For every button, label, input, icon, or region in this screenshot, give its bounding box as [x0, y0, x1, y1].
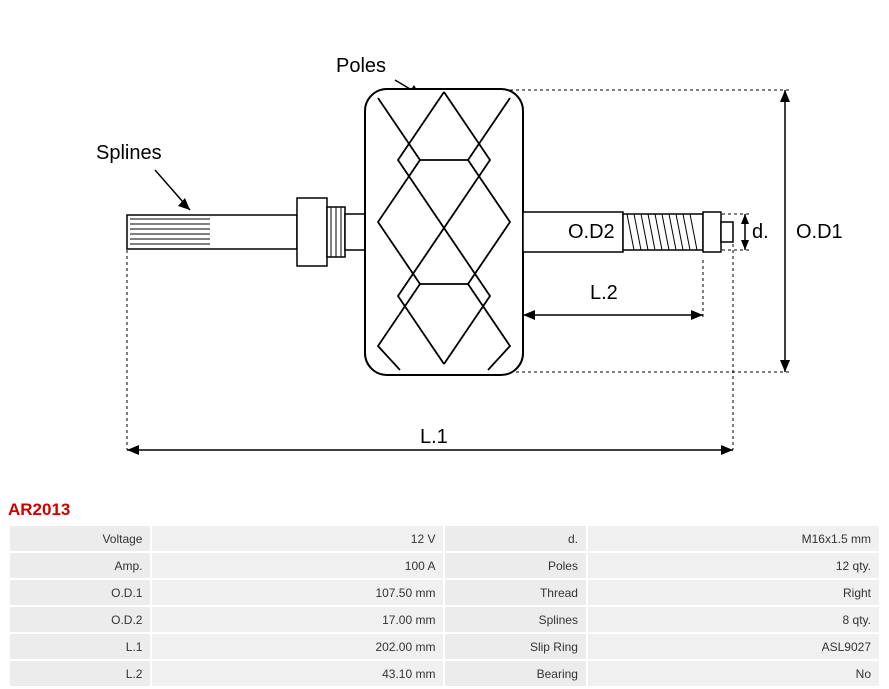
table-row: Voltage 12 V d. M16x1.5 mm [10, 526, 879, 551]
spec-label: Slip Ring [445, 634, 585, 659]
d-label: d. [752, 221, 769, 244]
spec-value: ASL9027 [588, 634, 879, 659]
spec-label: Thread [445, 580, 585, 605]
poles-label: Poles [336, 55, 386, 78]
spec-label: Voltage [10, 526, 150, 551]
spec-label: L.2 [10, 661, 150, 686]
table-row: O.D.2 17.00 mm Splines 8 qty. [10, 607, 879, 632]
spec-label: Amp. [10, 553, 150, 578]
table-row: Amp. 100 A Poles 12 qty. [10, 553, 879, 578]
od1-label: O.D1 [796, 221, 843, 244]
spec-value: 8 qty. [588, 607, 879, 632]
spec-value: Right [588, 580, 879, 605]
table-row: O.D.1 107.50 mm Thread Right [10, 580, 879, 605]
spec-value: No [588, 661, 879, 686]
table-row: L.1 202.00 mm Slip Ring ASL9027 [10, 634, 879, 659]
spec-label: Poles [445, 553, 585, 578]
spec-label: d. [445, 526, 585, 551]
part-number: AR2013 [8, 500, 70, 520]
splines-label: Splines [96, 142, 162, 165]
spec-value: 100 A [152, 553, 443, 578]
table-row: L.2 43.10 mm Bearing No [10, 661, 879, 686]
l1-label: L.1 [420, 426, 448, 449]
spec-table: Voltage 12 V d. M16x1.5 mm Amp. 100 A Po… [8, 524, 881, 688]
spec-label: L.1 [10, 634, 150, 659]
spec-value: 12 V [152, 526, 443, 551]
l2-label: L.2 [590, 282, 618, 305]
technical-diagram: Poles Splines O.D1 O.D2 d. L.1 L.2 [0, 0, 889, 490]
rotor-drawing [0, 0, 889, 490]
spec-value: M16x1.5 mm [588, 526, 879, 551]
spec-value: 107.50 mm [152, 580, 443, 605]
spec-label: O.D.2 [10, 607, 150, 632]
spec-value: 43.10 mm [152, 661, 443, 686]
spec-label: Bearing [445, 661, 585, 686]
spec-label: O.D.1 [10, 580, 150, 605]
spec-value: 12 qty. [588, 553, 879, 578]
spec-value: 202.00 mm [152, 634, 443, 659]
spec-label: Splines [445, 607, 585, 632]
od2-label: O.D2 [568, 221, 615, 244]
spec-value: 17.00 mm [152, 607, 443, 632]
